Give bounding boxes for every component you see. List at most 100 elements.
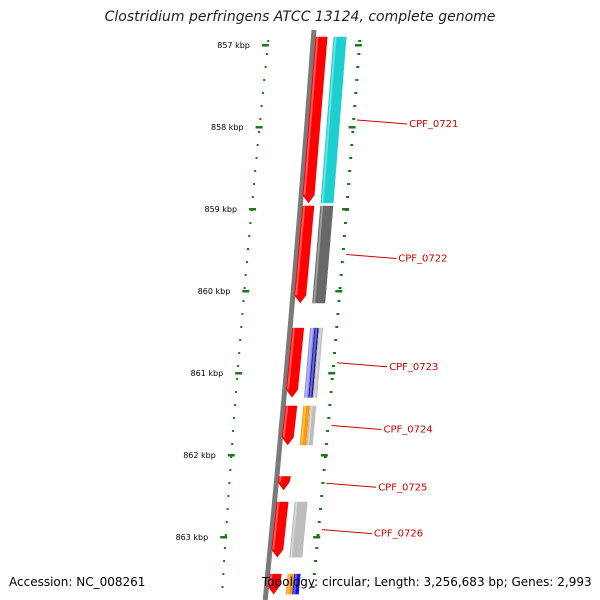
ring-dot [227, 495, 230, 497]
ring-dot [331, 365, 335, 367]
ring-dot [225, 521, 228, 523]
tick-mark-inner [348, 126, 356, 129]
ring-dot [330, 378, 334, 380]
ring-dot [355, 79, 359, 81]
ring-dot [338, 287, 342, 289]
ring-dot [353, 105, 357, 107]
gene-label-cpf_0726: CPF_0726 [374, 529, 423, 540]
ring-dot [349, 157, 353, 159]
ring-dot [339, 274, 343, 276]
ring-dot [229, 469, 232, 471]
tick-label: 859 kbp [204, 205, 237, 214]
cog-bar [306, 405, 317, 446]
ring-dot [241, 313, 244, 315]
ring-dot [231, 443, 234, 445]
tick-label: 860 kbp [198, 287, 231, 296]
tick-mark-inner [335, 290, 343, 293]
label-leader-line [357, 119, 408, 125]
ring-dot [329, 391, 333, 393]
ring-dot [259, 118, 262, 120]
ring-dot [311, 586, 315, 588]
cog-bar-shine [313, 205, 324, 304]
ring-dot [342, 235, 346, 237]
label-leader-line [321, 529, 372, 535]
cds-arrow-shine [282, 405, 289, 438]
cds-arrow [302, 36, 328, 204]
ring-dot [354, 92, 358, 94]
ring-dot [237, 365, 240, 367]
ring-dot [336, 313, 340, 315]
ring-dot [239, 339, 242, 341]
cog-bar [289, 501, 308, 558]
gene-labels: CPF_0721 CPF_0722 CPF_0723 CPF_0724 CPF_0725… [321, 119, 458, 540]
cds-arrow-shine [303, 36, 319, 196]
ring-dot [335, 326, 339, 328]
cog-bar-shine [305, 327, 314, 398]
ring-dot [357, 53, 361, 55]
ring-dot [221, 586, 224, 588]
ring-dot [350, 144, 354, 146]
ring-dot [242, 300, 245, 302]
tick-mark [242, 290, 250, 293]
gene-features [267, 36, 347, 595]
ring-dot [321, 482, 325, 484]
tick-mark-inner [354, 44, 362, 47]
ring-dot [263, 79, 266, 81]
ring-dot [244, 274, 247, 276]
tick-label: 863 kbp [176, 533, 209, 542]
tick-label: 857 kbp [217, 41, 250, 50]
cds-arrow [277, 476, 291, 491]
cog-bar-shine [293, 573, 298, 595]
cog-bar [299, 405, 310, 446]
ring-dot [230, 456, 233, 458]
ring-dot [228, 482, 231, 484]
cds-arrow-shine [272, 501, 280, 550]
accession-text: Accession: NC_008261 [9, 575, 146, 589]
tick-mark [220, 536, 228, 539]
ring-dot [351, 131, 355, 133]
cog-bar [285, 573, 295, 595]
genome-backbone [262, 29, 317, 600]
tick-label: 858 kbp [211, 123, 244, 132]
ring-dot [337, 300, 341, 302]
label-leader-line [346, 254, 397, 259]
gene-label-cpf_0725: CPF_0725 [378, 482, 427, 493]
cds-arrow-shine [278, 476, 282, 483]
ring-dot [232, 430, 235, 432]
cog-bar [312, 205, 334, 304]
ring-dot [315, 547, 319, 549]
ring-dot [247, 248, 249, 250]
ring-dot [222, 573, 225, 575]
ring-dot [334, 339, 338, 341]
ring-dot [352, 118, 356, 120]
tick-mark [249, 208, 257, 211]
backbone-line [262, 29, 317, 600]
gene-label-cpf_0723: CPF_0723 [389, 362, 438, 373]
cog-bar [308, 327, 319, 398]
ring-dot [328, 404, 332, 406]
ring-dot [234, 404, 237, 406]
cds-arrow [281, 405, 298, 446]
cds-arrow [286, 327, 305, 398]
ring-dot [327, 417, 331, 419]
ring-dot [267, 40, 270, 42]
tick-mark-inner [328, 372, 336, 375]
ring-dot [248, 235, 251, 237]
ring-dot [322, 469, 326, 471]
ring-dot [256, 144, 259, 146]
ring-dot [346, 196, 350, 198]
cds-arrow-shine [268, 573, 273, 587]
ring-dot [358, 40, 362, 42]
tick-mark-inner [313, 536, 321, 539]
topology-text: Topology: circular; Length: 3,256,683 bp… [262, 575, 592, 589]
ring-dot [260, 105, 263, 107]
cog-bar-shine [313, 327, 322, 398]
ring-dot [323, 456, 327, 458]
label-leader-line [337, 362, 388, 368]
ring-dot [233, 417, 236, 419]
cds-arrow [267, 573, 282, 595]
tick-mark-inner [342, 208, 350, 211]
tick-mark [227, 454, 235, 457]
cog-bar [304, 327, 315, 398]
